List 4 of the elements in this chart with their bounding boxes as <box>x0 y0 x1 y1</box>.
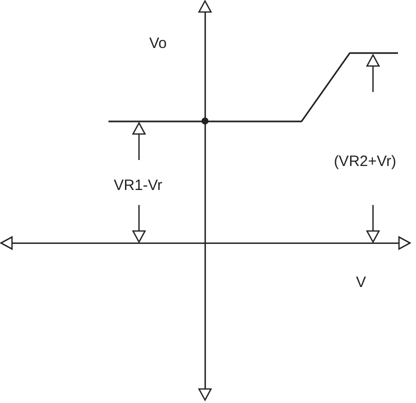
y-axis-title: Vo <box>149 35 167 52</box>
x-axis-title: V <box>356 274 366 292</box>
annotation: VR1-Vr <box>114 177 162 194</box>
annotation: (VR2+Vr) <box>334 153 396 170</box>
